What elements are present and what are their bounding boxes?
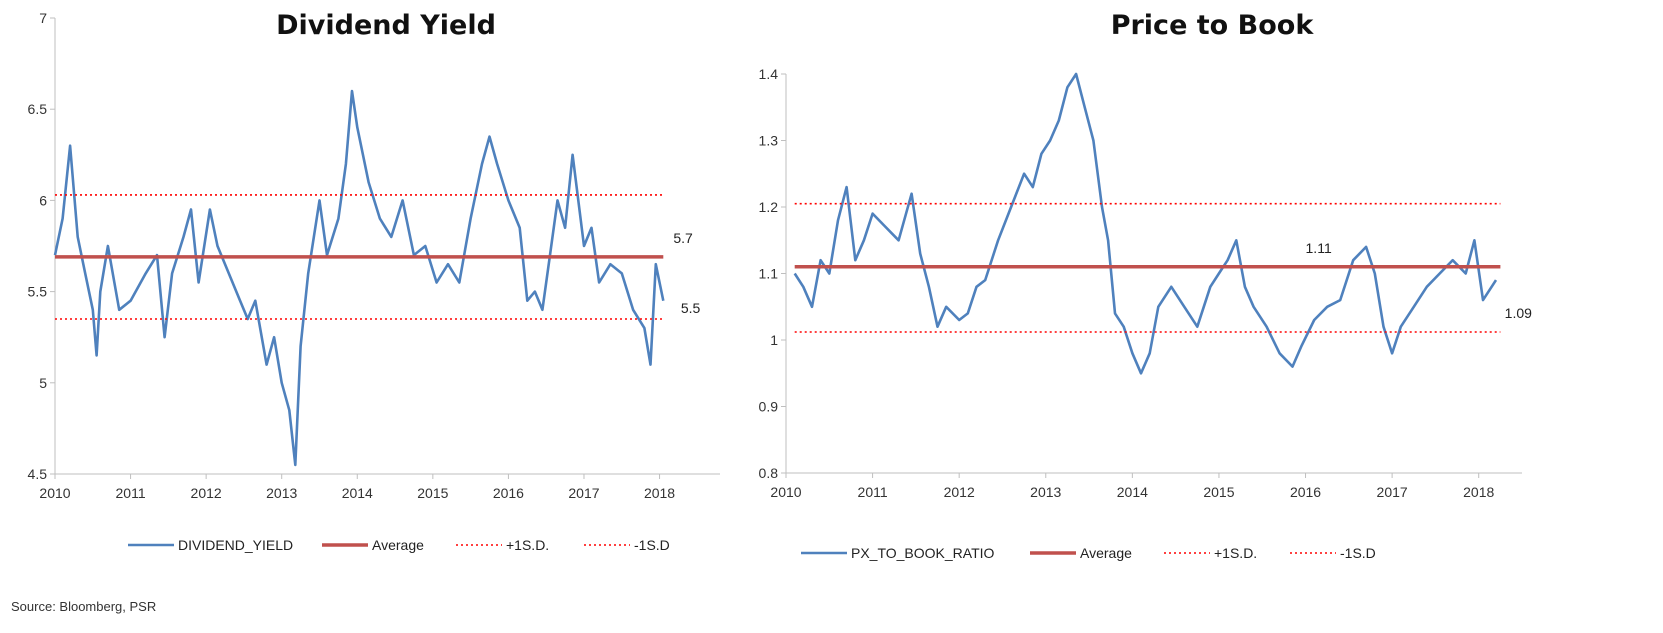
legend: PX_TO_BOOK_RATIO Average +1S.D. -1S.D: [801, 545, 1376, 561]
plot-area: 5.7 5.5: [53, 89, 701, 467]
legend-label: DIVIDEND_YIELD: [178, 537, 293, 553]
x-tick-label: 2017: [1377, 484, 1408, 500]
series-line-dividend-yield: [53, 89, 665, 467]
data-label: 1.11: [1306, 240, 1332, 256]
x-tick-label: 2018: [644, 485, 675, 501]
x-tick-label: 2016: [493, 485, 524, 501]
y-tick-label: 1.2: [759, 199, 779, 215]
x-tick-label: 2012: [944, 484, 975, 500]
legend-label: PX_TO_BOOK_RATIO: [851, 545, 995, 561]
legend: DIVIDEND_YIELD Average +1S.D. -1S.D: [128, 537, 670, 553]
y-tick-label: 1.3: [759, 133, 779, 149]
plot-area: 1.11 1.09: [793, 72, 1532, 375]
y-tick-label: 5.5: [28, 284, 48, 300]
x-tick-label: 2011: [858, 484, 888, 500]
y-tick-label: 6.5: [28, 101, 48, 117]
chart-title: Price to Book: [1111, 10, 1315, 41]
data-label: 5.5: [681, 300, 701, 316]
x-tick-label: 2017: [568, 485, 599, 501]
y-tick-label: 1.1: [759, 266, 779, 282]
legend-label: Average: [372, 537, 424, 553]
y-tick-label: 1.4: [759, 66, 779, 82]
data-label: 5.7: [673, 230, 693, 246]
x-tick-label: 2013: [1030, 484, 1061, 500]
legend-label: +1S.D.: [506, 537, 549, 553]
x-tick-label: 2012: [191, 485, 222, 501]
legend-label: +1S.D.: [1214, 545, 1257, 561]
y-tick-label: 4.5: [28, 466, 48, 482]
x-tick-label: 2010: [39, 485, 70, 501]
x-tick-label: 2010: [770, 484, 801, 500]
legend-label: -1S.D: [1340, 545, 1376, 561]
y-tick-label: 5: [39, 375, 47, 391]
axes: 0.8 0.9 1 1.1 1.2 1.3 1.4 2010 2011 2012 2013 2014 2…: [759, 66, 1522, 500]
source-note: Source: Bloomberg, PSR: [11, 599, 157, 614]
axes: 4.5 5 5.5 6 6.5 7 2010 2011 2012 2013 2014 2015 2016…: [28, 10, 720, 501]
legend-label: -1S.D: [634, 537, 670, 553]
data-label: 1.09: [1505, 305, 1532, 321]
x-tick-label: 2015: [1203, 484, 1234, 500]
price-to-book-chart: Price to Book 0.8 0.9 1 1.1 1.2 1.3 1.4 2010 201…: [759, 10, 1533, 561]
legend-label: Average: [1080, 545, 1132, 561]
x-tick-label: 2015: [417, 485, 448, 501]
y-tick-label: 0.9: [759, 399, 779, 415]
x-tick-label: 2016: [1290, 484, 1321, 500]
y-tick-label: 1: [770, 332, 778, 348]
y-tick-label: 7: [39, 10, 47, 26]
dividend-yield-chart: Dividend Yield 4.5 5 5.5 6 6.5 7 2010 2011 2012 2…: [28, 10, 720, 553]
x-tick-label: 2014: [1117, 484, 1148, 500]
y-tick-label: 6: [39, 192, 47, 208]
chart-title: Dividend Yield: [276, 10, 496, 41]
y-tick-label: 0.8: [759, 465, 779, 481]
x-tick-label: 2018: [1463, 484, 1494, 500]
series-line-px-to-book-ratio: [793, 72, 1498, 375]
x-tick-label: 2013: [266, 485, 297, 501]
x-tick-label: 2011: [116, 485, 146, 501]
x-tick-label: 2014: [342, 485, 373, 501]
